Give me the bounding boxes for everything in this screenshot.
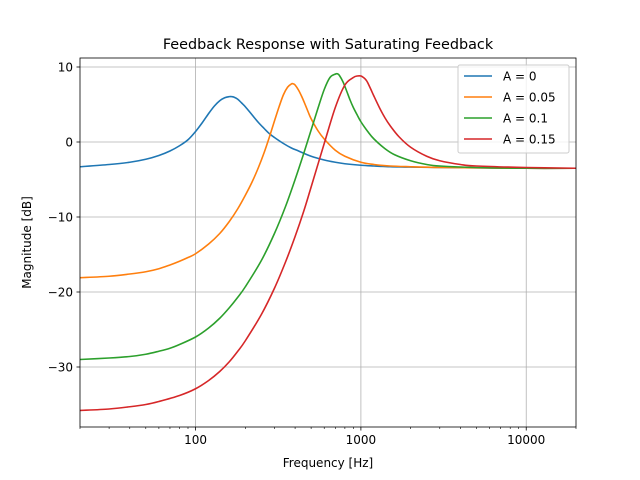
chart-title: Feedback Response with Saturating Feedba… (163, 37, 494, 53)
series-line-1 (80, 82, 576, 279)
legend-label-0: A = 0 (503, 70, 537, 84)
legend-label-1: A = 0.05 (503, 91, 556, 105)
y-tick-label: −10 (48, 211, 73, 225)
x-tick-label: 1000 (346, 433, 377, 447)
legend: A = 0 A = 0.05 A = 0.1 A = 0.15 (457, 64, 570, 154)
legend-label-2: A = 0.1 (503, 112, 548, 126)
x-axis-ticks: 100 1000 10000 (79, 427, 577, 447)
series-line-3 (80, 74, 576, 412)
legend-label-3: A = 0.15 (503, 133, 556, 147)
legend-box (457, 64, 570, 154)
y-axis-label: Magnitude [dB] (20, 196, 34, 289)
series-line-0 (80, 95, 576, 170)
series-line-2 (80, 72, 576, 361)
y-tick-label: 10 (58, 61, 73, 75)
series-layer (80, 72, 576, 412)
x-tick-label: 100 (184, 433, 207, 447)
x-axis-label: Frequency [Hz] (283, 456, 374, 470)
y-axis-ticks: −30 −20 −10 0 10 (48, 61, 80, 375)
x-tick-label: 10000 (507, 433, 545, 447)
y-tick-label: −20 (48, 286, 73, 300)
y-tick-label: 0 (65, 136, 73, 150)
y-tick-label: −30 (48, 361, 73, 375)
plot-frame (79, 57, 577, 428)
